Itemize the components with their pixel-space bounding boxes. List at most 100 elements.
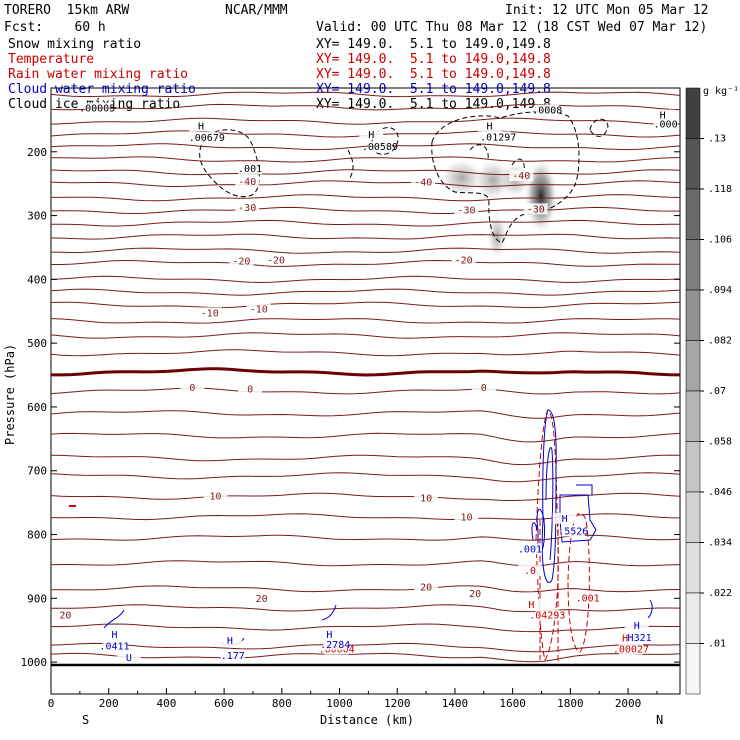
snow-contour-west [199,129,260,198]
cloud-water-label: .001 [518,544,542,555]
isotherm-label-bg [454,511,479,523]
isotherm-line [50,642,681,653]
x-tick-label: 1400 [442,697,469,710]
legend-snow-xy: XY= 149.0. 5.1 to 149.0,149.8 [316,37,551,52]
snow-label-bg [650,109,675,121]
snow-label-bg [238,163,263,175]
isotherm-label-bg [454,204,479,216]
snow-label: H [368,130,374,141]
isotherm-label-bg [180,382,205,393]
snow-contour-inner-1 [469,144,489,161]
colorbar-tick-label: .094 [708,285,732,296]
isotherm-label-bg [264,254,289,266]
isotherm-label-bg [235,202,260,214]
direction-south: S [82,713,89,727]
isotherm-label: -40 [238,177,256,188]
x-axis-title: Distance (km) [320,713,414,727]
x-tick-label: 200 [99,697,119,710]
cloud-water-south-4 [647,599,653,619]
snow-label: .000 [654,120,678,131]
snow-contour-inner-2 [511,158,525,173]
cloud-water-label-bg [517,543,542,555]
isotherm-line [50,349,681,357]
isotherm-line [50,301,681,309]
isotherm-label: 20 [420,583,432,594]
cloud-water-label-bg [217,635,242,647]
isotherm-label: 20 [256,594,268,605]
cloud-water-label: .2784 [320,640,350,651]
isotherm-label-bg [414,581,439,593]
rain-label-bg [517,565,542,577]
isotherm-label: 0 [247,384,253,395]
x-tick-label: 0 [48,697,55,710]
colorbar-swatch [685,239,701,291]
isotherm-label-bg [53,609,78,621]
cloud-water-label: H [562,514,568,525]
cloud-water-label-bg [102,628,127,640]
isotherm-label-bg [246,303,271,315]
x-tick-label: 1600 [499,697,526,710]
snow-label: H [198,121,204,132]
y-tick-label: 600 [27,401,47,414]
colorbar-tick-label: .046 [708,487,732,498]
init-time: Init: 12 UTC Mon 05 Mar 12 [505,3,709,18]
x-axis: 0 200 400 600 800 1000 1200 1400 1600 1800 2000 [48,688,658,710]
isotherm-label: -20 [232,257,250,268]
rain-contour-core [535,409,559,662]
snow-label: .00679 [189,133,225,144]
rain-label: .001 [576,594,600,605]
valid-time: Valid: 00 UTC Thu 08 Mar 12 (18 CST Wed … [316,20,707,35]
x-tick-label: 400 [156,697,176,710]
isotherm-line [50,387,681,395]
colorbar: .13 .118 .106 .094 .082 .07 .058 .046 .034 .022 .0… [685,87,732,695]
cloud-water-label-bg [624,619,649,631]
isotherm-line [51,219,681,227]
isotherm-label-bg [523,203,548,215]
colorbar-swatch [685,441,701,493]
cloud-water-label: .0411 [99,641,129,652]
y-tick-label: 300 [27,210,47,223]
isotherm-label-bg [414,492,439,504]
cloud-water-label-bg [317,628,342,640]
colorbar-swatch [685,491,701,543]
y-tick-label: 1000 [21,656,48,669]
isotherm-line [50,117,681,125]
cloud-water-south-3 [321,604,337,621]
colorbar-tick-label: .01 [708,639,726,650]
isotherm-label-bg [203,490,228,502]
rain-label: .04293 [529,611,565,622]
legend: Snow mixing ratio XY= 149.0. 5.1 to 149.… [8,37,551,112]
y-tick-label: 500 [27,337,47,350]
colorbar-swatch [685,592,701,644]
colorbar-tick-label: .022 [708,588,732,599]
isotherm-line [50,233,681,240]
rain-label-bg [613,632,638,644]
direction-north: N [656,713,663,727]
snow-contours [199,111,609,244]
isotherm-label: -20 [455,255,473,266]
snow-label: H [660,111,666,122]
cloud-water-label-bg [220,649,245,661]
rain-label-bg [618,643,643,655]
cloud-water-label: H [634,621,640,632]
isotherm-label-bg [197,307,222,319]
isotherm-label: 10 [460,512,472,523]
snow-contour-ne [589,118,609,137]
y-tick-label: 700 [27,465,47,478]
snow-label-bg [85,102,110,114]
snow-label: .01297 [480,132,516,143]
isotherm-line [51,623,680,633]
model-title: TORERO 15km ARW [4,3,129,18]
isotherm-label-bg [411,176,436,188]
cloud-water-label-bg [627,632,652,644]
isotherm-label: 20 [59,611,71,622]
colorbar-swatch [685,289,701,341]
isotherm-line [50,410,681,419]
isotherm-line [50,143,681,151]
colorbar-swatch [685,188,701,240]
snow-label-bg [194,131,219,143]
x-tick-label: 1800 [557,697,584,710]
cloud-water-south-1 [103,609,125,629]
legend-cloud-water-label: Cloud water mixing ratio [8,82,196,97]
isotherm-label: 20 [469,589,481,600]
